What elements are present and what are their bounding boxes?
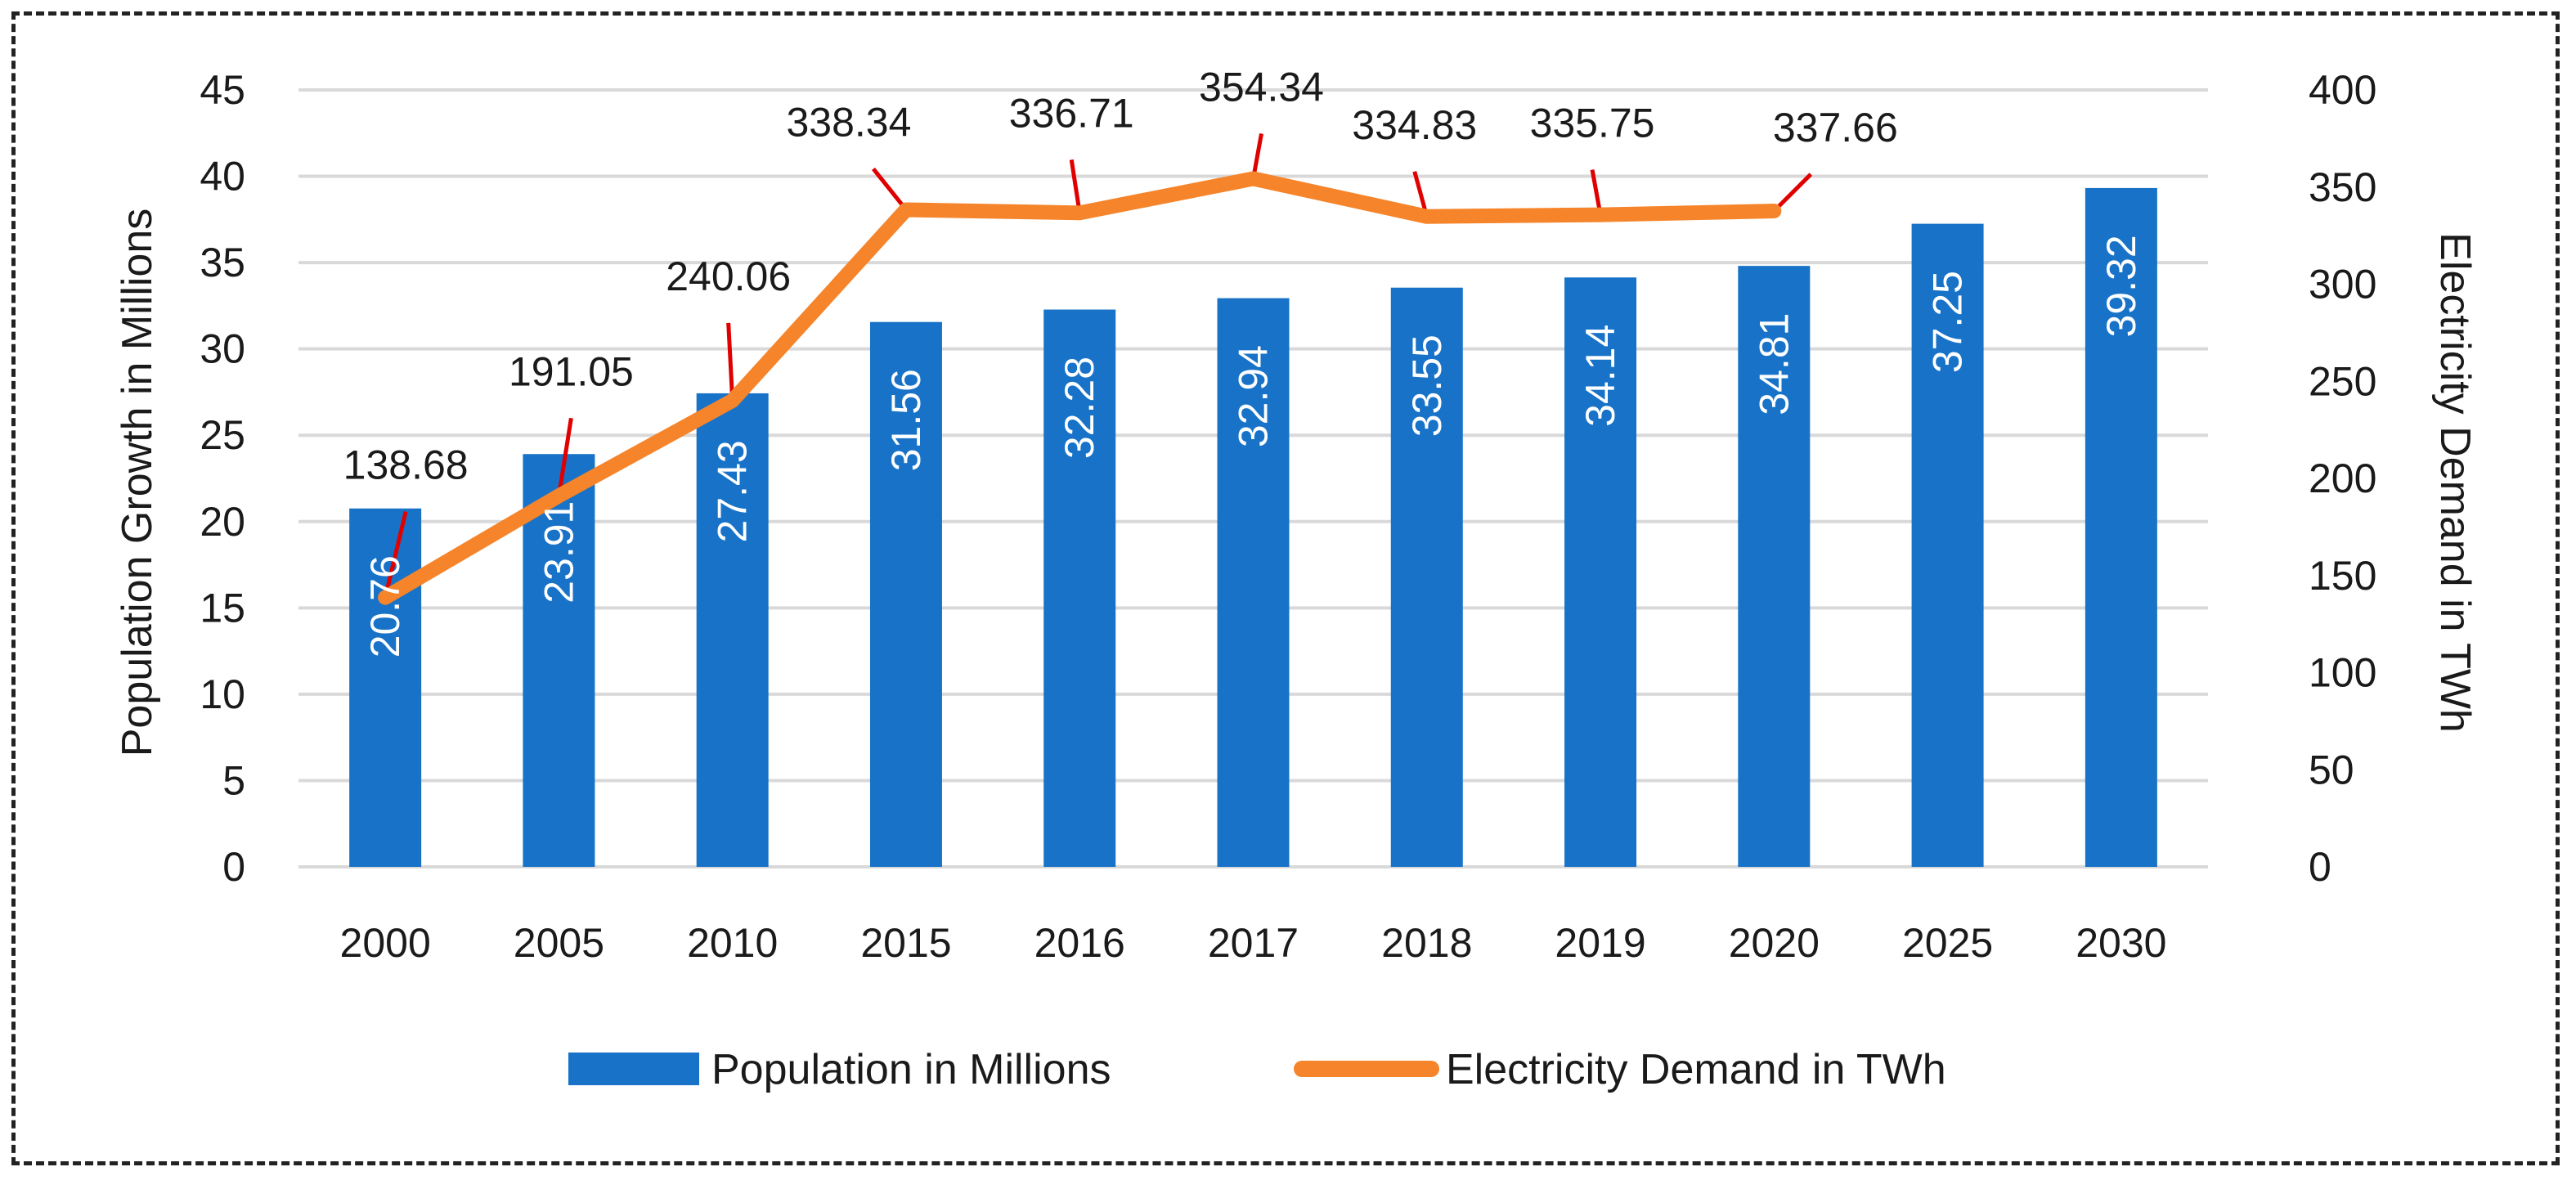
bar-data-label: 23.91: [536, 501, 581, 604]
line-data-label: 337.66: [1773, 105, 1898, 150]
left-tick-label: 5: [222, 757, 245, 803]
bar-data-label: 33.55: [1404, 334, 1450, 437]
left-tick-label: 40: [200, 154, 245, 200]
bar: [2085, 187, 2157, 867]
right-tick-label: 0: [2309, 844, 2331, 890]
bar-data-label: 27.43: [710, 440, 756, 542]
right-tick-label: 250: [2309, 358, 2376, 404]
bar: [349, 508, 422, 867]
bar-data-label: 32.94: [1231, 345, 1277, 447]
line-data-label: 335.75: [1530, 101, 1655, 146]
x-tick-label: 2018: [1381, 920, 1472, 966]
bar-data-label: 20.76: [362, 555, 408, 658]
line-data-labels: 138.68 191.05 240.06 338.34 336.71 354.34 334.…: [343, 64, 1898, 487]
x-tick-label: 2019: [1555, 920, 1645, 966]
x-tick-label: 2010: [687, 920, 778, 966]
leader-line: [383, 511, 408, 599]
x-axis-ticks: 2000 2005 2010 2015 2016 2017 2018 2019 2020 2025…: [340, 920, 2167, 966]
left-tick-label: 30: [200, 326, 245, 372]
bar-data-label: 32.28: [1057, 357, 1102, 459]
left-tick-label: 20: [200, 499, 245, 545]
left-tick-label: 35: [200, 240, 245, 285]
x-tick-label: 2030: [2076, 920, 2166, 966]
bar-series: [349, 187, 2157, 868]
legend-swatch-population: [568, 1053, 699, 1085]
bar-data-label: 37.25: [1925, 271, 1971, 373]
line-data-label: 336.71: [1009, 90, 1134, 136]
right-axis-title: Electricity Demand in TWh: [2431, 232, 2479, 733]
bar: [1738, 266, 1811, 868]
right-tick-label: 50: [2309, 747, 2354, 792]
leader-line: [872, 167, 908, 212]
leader-line: [556, 417, 573, 496]
x-tick-label: 2025: [1902, 920, 1993, 966]
left-tick-label: 10: [200, 671, 245, 717]
line-data-label: 354.34: [1199, 64, 1324, 110]
bar-data-label: 34.14: [1577, 325, 1623, 427]
left-tick-label: 45: [200, 67, 245, 113]
right-tick-label: 200: [2309, 456, 2376, 501]
leader-line: [1772, 173, 1813, 213]
x-tick-label: 2005: [514, 920, 604, 966]
leader-line: [726, 322, 735, 401]
legend: Population in Millions Electricity Deman…: [568, 1046, 1946, 1093]
right-tick-label: 100: [2309, 650, 2376, 696]
left-axis-title: Population Growth in Millions: [114, 209, 161, 757]
line-data-label: 240.06: [666, 254, 791, 299]
left-tick-label: 0: [222, 844, 245, 890]
bar-data-label: 31.56: [883, 369, 929, 471]
legend-label-electricity: Electricity Demand in TWh: [1446, 1046, 1946, 1093]
left-tick-label: 25: [200, 412, 245, 458]
line-data-label: 191.05: [509, 348, 634, 394]
electricity-demand-line: [378, 171, 1782, 605]
x-tick-label: 2017: [1208, 920, 1299, 966]
line-data-label: 138.68: [343, 442, 469, 488]
leader-line: [1251, 132, 1263, 179]
right-tick-label: 150: [2309, 553, 2376, 599]
x-tick-label: 2016: [1034, 920, 1125, 966]
right-tick-label: 300: [2309, 262, 2376, 307]
bar-data-label: 39.32: [2098, 235, 2144, 337]
right-axis-ticks: 0 50 100 150 200 250 300 350 400: [2309, 67, 2376, 890]
bar-data-label: 34.81: [1751, 313, 1797, 415]
right-tick-label: 350: [2309, 164, 2376, 210]
bar: [696, 393, 769, 867]
x-tick-label: 2015: [860, 920, 951, 966]
leader-line: [1069, 159, 1082, 213]
bar: [1564, 277, 1637, 867]
bar: [869, 321, 942, 867]
chart-frame: [11, 11, 2560, 1165]
left-tick-label: 15: [200, 585, 245, 631]
bar: [1390, 287, 1463, 867]
leader-line: [1590, 169, 1603, 216]
bar-data-labels: 20.76 23.91 27.43 31.56 32.28 32.94 33.55 34.14…: [362, 235, 2144, 658]
legend-label-population: Population in Millions: [711, 1046, 1111, 1093]
bar: [1043, 309, 1116, 867]
bar: [523, 454, 595, 867]
bar: [1911, 223, 1984, 868]
left-axis-ticks: 0 5 10 15 20 25 30 35 40 45: [200, 67, 245, 890]
line-data-label: 334.83: [1352, 102, 1477, 148]
bar: [1217, 298, 1290, 868]
x-tick-label: 2000: [340, 920, 431, 966]
x-tick-label: 2020: [1729, 920, 1820, 966]
line-data-label: 338.34: [786, 99, 911, 145]
right-tick-label: 400: [2309, 67, 2376, 113]
line-series: [378, 171, 1782, 605]
